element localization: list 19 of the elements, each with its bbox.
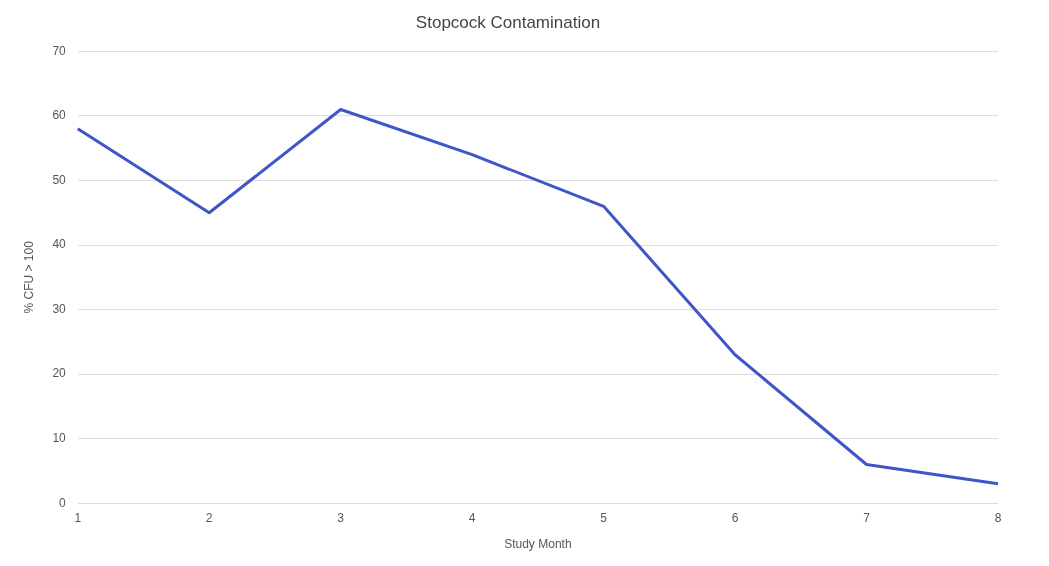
x-tick-label: 6 (731, 510, 739, 525)
x-tick-label: 7 (863, 510, 871, 525)
y-axis-title: % CFU > 100 (21, 240, 36, 314)
y-tick-label: 50 (52, 172, 67, 187)
y-tick-label: 30 (52, 301, 67, 316)
y-tick-label: 70 (52, 43, 67, 58)
y-tick-label: 10 (52, 430, 67, 445)
x-tick-label: 3 (337, 510, 345, 525)
y-tick-label: 40 (52, 237, 67, 252)
x-tick-label: 8 (994, 510, 1002, 525)
x-tick-label: 1 (74, 510, 82, 525)
y-tick-label: 0 (59, 495, 67, 510)
x-tick-label: 4 (468, 510, 476, 525)
x-axis-title: Study Month (504, 537, 572, 552)
chart-title: Stopcock Contamination (415, 12, 601, 32)
x-tick-label: 2 (205, 510, 213, 525)
x-tick-label: 5 (600, 510, 608, 525)
y-tick-label: 60 (52, 108, 67, 123)
y-tick-label: 20 (52, 366, 67, 381)
